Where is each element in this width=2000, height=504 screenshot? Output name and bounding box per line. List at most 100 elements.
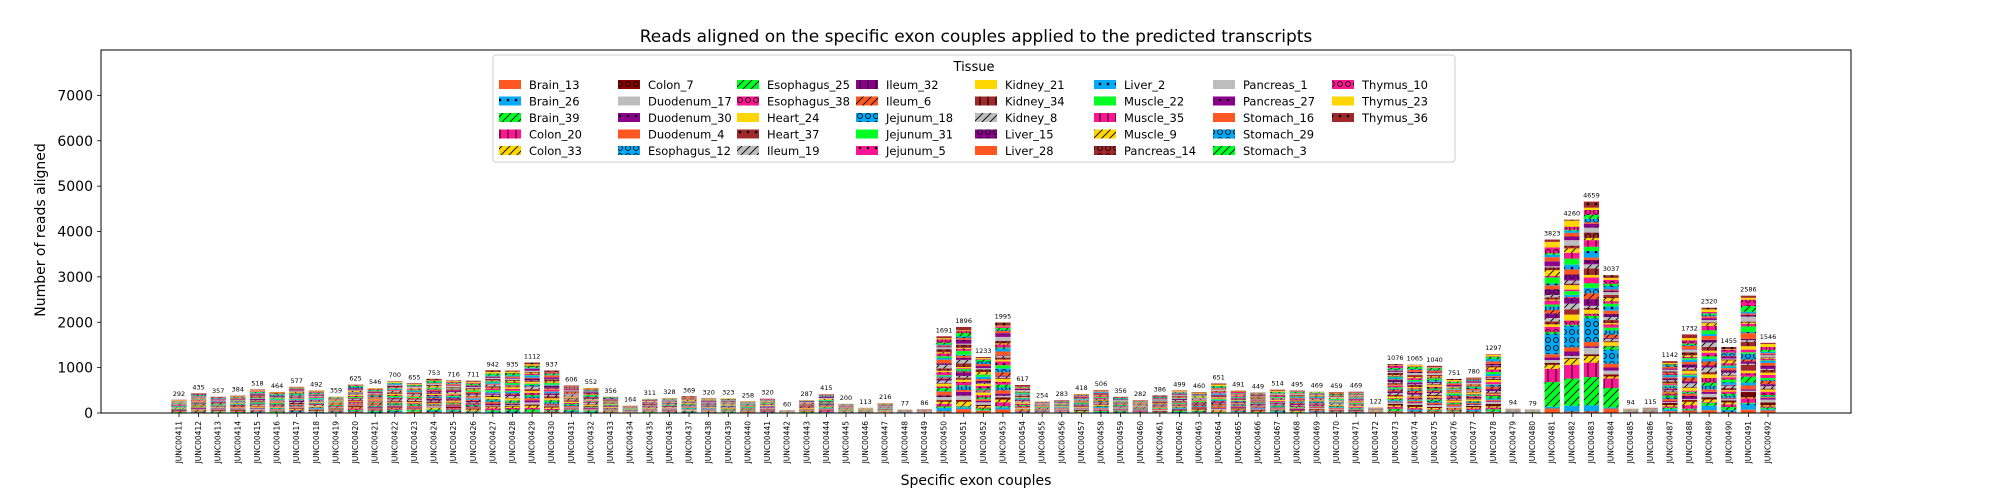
bar-segment xyxy=(544,380,559,382)
bar-JUNC00484 xyxy=(1603,275,1618,413)
bar-segment xyxy=(1427,390,1442,391)
bar-segment xyxy=(1682,375,1697,376)
bar-segment xyxy=(1191,408,1206,409)
bar-segment xyxy=(289,389,304,390)
bar-segment xyxy=(760,402,775,403)
bar-segment xyxy=(485,380,500,381)
bar-segment xyxy=(387,398,402,399)
bar-segment xyxy=(348,391,363,392)
bar-segment xyxy=(995,394,1010,396)
bar-JUNC00427 xyxy=(485,370,500,413)
bar-segment xyxy=(1721,350,1736,353)
bar-segment xyxy=(936,349,951,352)
bar-segment xyxy=(760,402,775,403)
bar-segment xyxy=(603,408,618,409)
bar-segment xyxy=(583,392,598,393)
bar-segment xyxy=(1074,410,1089,411)
bar-segment xyxy=(1231,410,1246,411)
bar-segment xyxy=(1564,291,1579,295)
bar-segment xyxy=(721,406,736,407)
bar-segment xyxy=(1427,383,1442,384)
bar-segment xyxy=(446,402,461,403)
bar-segment xyxy=(426,380,441,381)
bar-segment xyxy=(485,375,500,376)
bar-segment xyxy=(956,382,971,385)
bar-segment xyxy=(721,408,736,409)
bar-segment xyxy=(1427,371,1442,373)
bar-segment xyxy=(976,405,991,406)
bar-segment xyxy=(407,393,422,394)
bar-segment xyxy=(1113,402,1128,403)
legend-swatch xyxy=(975,146,997,155)
x-tick-label: JUNC00446 xyxy=(861,421,870,465)
bar-segment xyxy=(1250,401,1265,402)
bar-segment xyxy=(1427,376,1442,377)
bar-segment xyxy=(1172,410,1187,411)
bar-segment xyxy=(426,402,441,404)
bar-segment xyxy=(1741,306,1756,312)
x-tick-label: JUNC00444 xyxy=(822,421,831,465)
bar-segment xyxy=(603,398,618,399)
bar-segment xyxy=(1309,401,1324,402)
bar-segment xyxy=(956,409,971,413)
bar-segment xyxy=(1741,326,1756,332)
bar-segment xyxy=(1290,393,1305,394)
bar-segment xyxy=(446,381,461,382)
bar-segment xyxy=(1741,317,1756,322)
bar-segment xyxy=(289,394,304,395)
bar-segment xyxy=(995,402,1010,406)
bar-segment xyxy=(976,369,991,372)
bar-segment xyxy=(1741,392,1756,398)
bar-segment xyxy=(544,410,559,411)
bar-segment xyxy=(1721,388,1736,390)
bar-segment xyxy=(1388,364,1403,365)
bar-segment xyxy=(1172,395,1187,396)
data-label: 1995 xyxy=(995,312,1012,320)
bar-segment xyxy=(564,386,579,387)
bar-segment xyxy=(1113,397,1128,398)
bar-segment xyxy=(1270,396,1285,397)
bar-segment xyxy=(1113,398,1128,399)
bar-segment xyxy=(819,411,834,412)
bar-segment xyxy=(1133,410,1148,411)
bar-JUNC00417 xyxy=(289,387,304,413)
bar-segment xyxy=(250,390,265,391)
bar-segment xyxy=(446,387,461,388)
bar-segment xyxy=(1584,260,1599,264)
bar-segment xyxy=(995,382,1010,385)
bar-segment xyxy=(721,408,736,409)
x-tick-label: JUNC00473 xyxy=(1391,421,1400,465)
bar-segment xyxy=(1682,345,1697,346)
x-tick-label: JUNC00491 xyxy=(1744,421,1753,465)
bar-segment xyxy=(426,382,441,383)
bar-segment xyxy=(1290,407,1305,408)
bar-segment xyxy=(544,374,559,375)
bar-segment xyxy=(250,394,265,395)
bar-segment xyxy=(524,387,539,389)
bar-segment xyxy=(1407,395,1422,396)
bar-segment xyxy=(387,401,402,402)
bar-segment xyxy=(956,400,971,402)
x-tick-label: JUNC00419 xyxy=(331,421,340,465)
data-label: 1732 xyxy=(1681,324,1698,332)
bar-segment xyxy=(1584,377,1599,405)
bar-JUNC00414 xyxy=(230,396,245,413)
bar-segment xyxy=(1388,383,1403,385)
bar-segment xyxy=(681,396,696,397)
bar-segment xyxy=(1760,397,1775,398)
x-tick-label: JUNC00458 xyxy=(1097,421,1106,465)
bar-segment xyxy=(230,409,245,410)
bar-segment xyxy=(819,407,834,408)
bar-segment xyxy=(1584,251,1599,258)
bar-segment xyxy=(1074,403,1089,404)
bar-segment xyxy=(1662,365,1677,366)
data-label: 469 xyxy=(1311,382,1323,390)
x-tick-label: JUNC00488 xyxy=(1685,421,1694,465)
bar-segment xyxy=(1682,344,1697,345)
bar-segment xyxy=(1682,383,1697,387)
bar-segment xyxy=(191,397,206,398)
bar-segment xyxy=(426,391,441,392)
bar-JUNC00478 xyxy=(1486,354,1501,413)
bar-segment xyxy=(1486,394,1501,395)
bar-segment xyxy=(1290,410,1305,411)
